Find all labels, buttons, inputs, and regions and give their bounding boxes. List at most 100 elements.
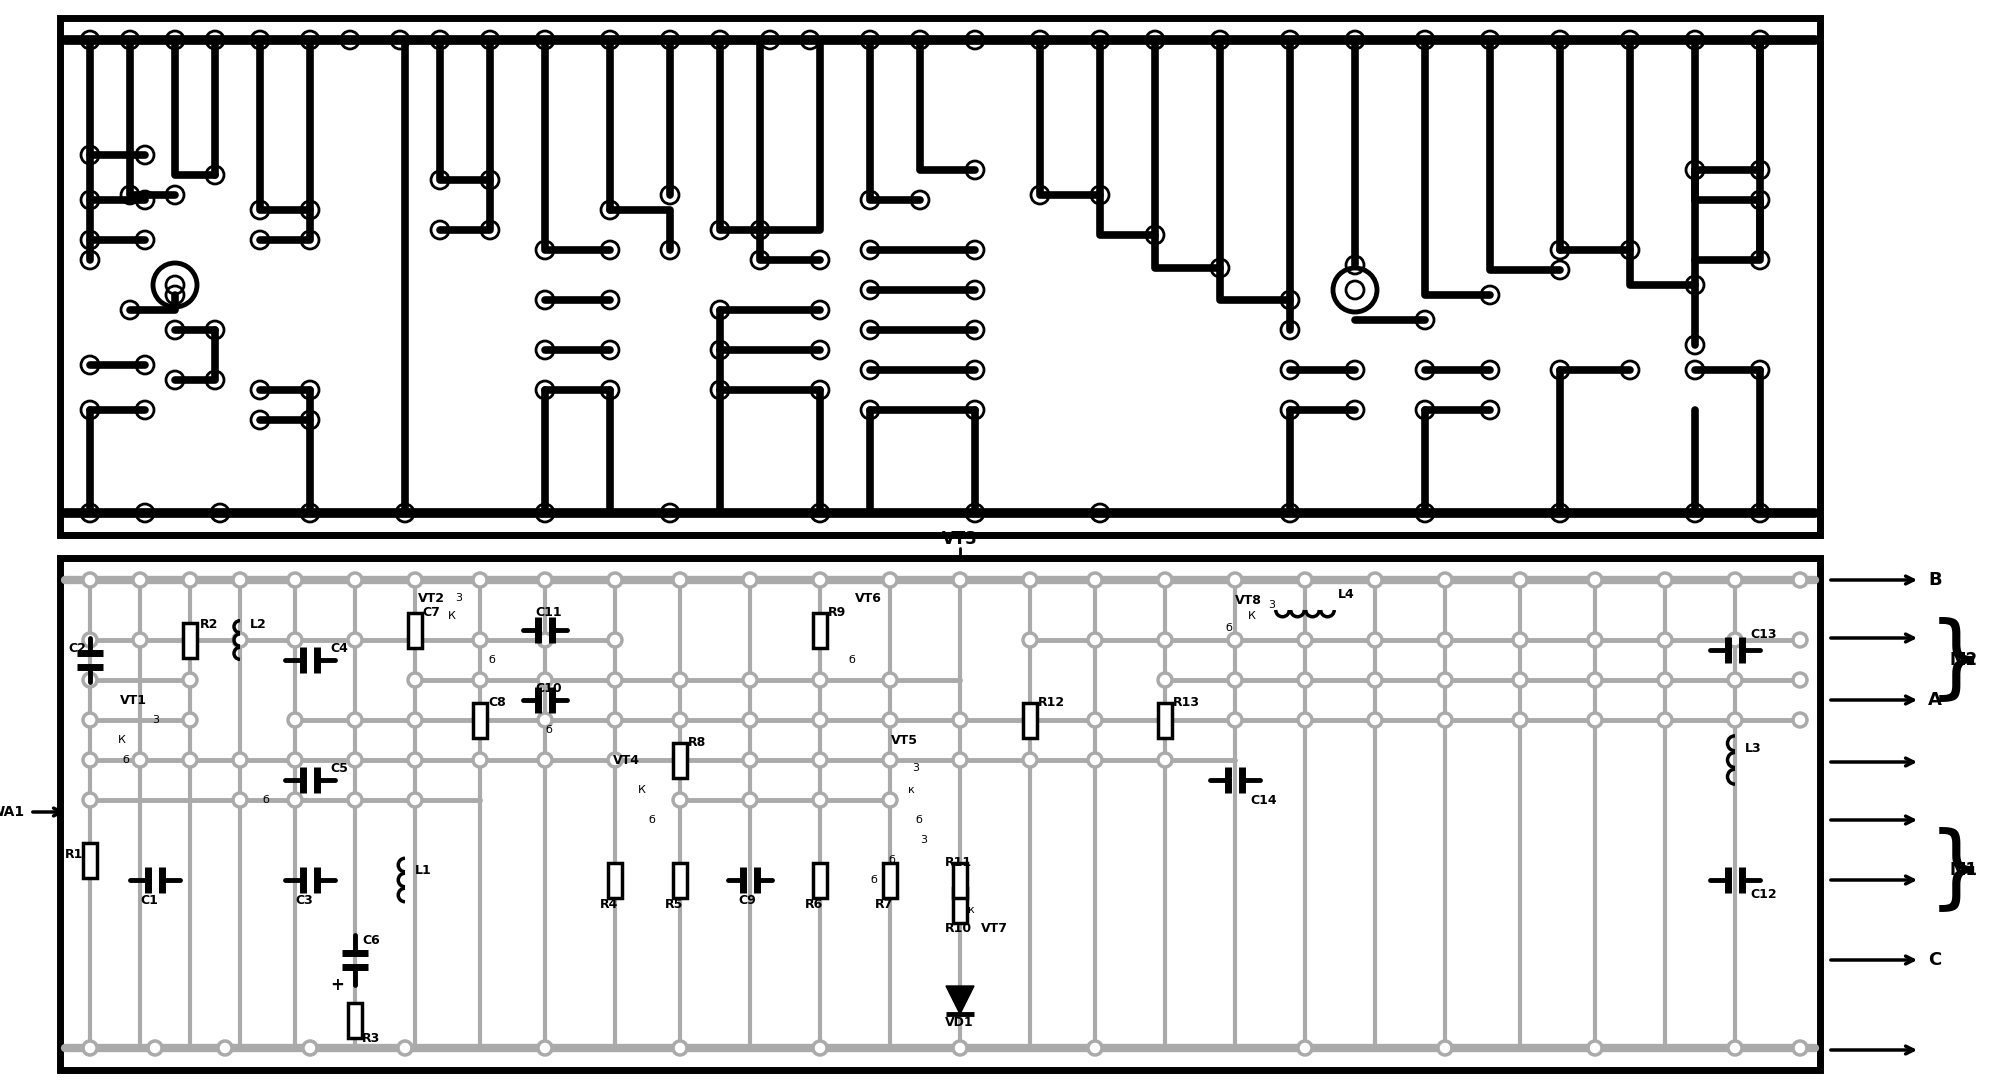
Bar [812, 863, 826, 898]
Circle shape [289, 714, 301, 726]
Circle shape [1439, 714, 1451, 726]
Circle shape [539, 754, 551, 766]
Circle shape [184, 575, 196, 586]
Circle shape [1589, 634, 1601, 646]
Circle shape [409, 575, 421, 586]
Bar [184, 622, 198, 658]
Circle shape [349, 575, 361, 586]
Circle shape [409, 714, 421, 726]
Text: A: A [1928, 691, 1942, 709]
Circle shape [1439, 634, 1451, 646]
Text: C1: C1 [140, 893, 158, 906]
Circle shape [184, 754, 196, 766]
Circle shape [814, 575, 826, 586]
Text: б: б [487, 655, 495, 664]
Text: к: к [968, 905, 974, 915]
Circle shape [1230, 634, 1242, 646]
Circle shape [1729, 674, 1741, 686]
Text: C9: C9 [739, 893, 756, 906]
Text: б: б [649, 815, 655, 825]
Circle shape [1230, 575, 1242, 586]
Text: 3: 3 [152, 715, 160, 725]
Text: К: К [447, 611, 455, 621]
Text: C8: C8 [487, 696, 505, 709]
Bar [952, 863, 966, 898]
Circle shape [473, 575, 485, 586]
Circle shape [473, 674, 485, 686]
Text: б: б [870, 875, 876, 885]
Circle shape [814, 793, 826, 806]
Text: WA1: WA1 [0, 805, 26, 820]
Circle shape [1090, 634, 1102, 646]
Text: C5: C5 [329, 761, 347, 774]
Circle shape [1729, 1042, 1741, 1054]
Circle shape [1090, 1042, 1102, 1054]
Bar [1024, 702, 1038, 737]
Text: VT3: VT3 [942, 530, 978, 549]
Text: B: B [1928, 571, 1942, 589]
Circle shape [1515, 714, 1527, 726]
Circle shape [609, 674, 621, 686]
Bar [952, 888, 966, 922]
Circle shape [1729, 634, 1741, 646]
Circle shape [954, 1042, 966, 1054]
Text: M2: M2 [1950, 651, 1978, 669]
Text: б: б [261, 795, 269, 805]
Circle shape [539, 634, 551, 646]
Bar [882, 863, 896, 898]
Circle shape [349, 754, 361, 766]
Bar [84, 842, 98, 878]
Text: VT8: VT8 [1236, 594, 1261, 607]
Circle shape [289, 793, 301, 806]
Circle shape [609, 575, 621, 586]
Text: L3: L3 [1745, 741, 1762, 754]
Bar [473, 702, 487, 737]
Circle shape [539, 714, 551, 726]
Text: }: } [1928, 826, 1986, 914]
Circle shape [884, 674, 896, 686]
Text: б: б [848, 655, 854, 664]
Text: VT2: VT2 [417, 592, 445, 605]
Circle shape [1024, 714, 1036, 726]
Circle shape [1589, 575, 1601, 586]
Circle shape [539, 575, 551, 586]
Circle shape [399, 1042, 411, 1054]
Circle shape [1439, 674, 1451, 686]
Text: R13: R13 [1174, 696, 1200, 709]
Text: R6: R6 [804, 899, 822, 912]
Circle shape [1160, 674, 1172, 686]
Circle shape [234, 793, 246, 806]
Text: C2: C2 [68, 642, 86, 655]
Circle shape [409, 793, 421, 806]
Text: L1: L1 [415, 864, 431, 877]
Circle shape [220, 1042, 232, 1054]
Circle shape [884, 714, 896, 726]
Circle shape [1299, 1042, 1311, 1054]
Circle shape [1589, 1042, 1601, 1054]
Circle shape [473, 634, 485, 646]
Circle shape [84, 674, 96, 686]
Text: R3: R3 [361, 1032, 381, 1045]
Circle shape [1090, 754, 1102, 766]
Text: R9: R9 [828, 606, 846, 619]
Circle shape [184, 714, 196, 726]
Circle shape [539, 674, 551, 686]
Circle shape [1515, 634, 1527, 646]
Circle shape [234, 634, 246, 646]
Bar [673, 743, 687, 777]
Circle shape [1439, 1042, 1451, 1054]
Circle shape [1439, 575, 1451, 586]
Bar [673, 863, 687, 898]
Circle shape [150, 1042, 162, 1054]
Text: VD1: VD1 [944, 1016, 974, 1029]
Text: +: + [329, 976, 343, 994]
Bar [1158, 702, 1172, 737]
Circle shape [609, 754, 621, 766]
Circle shape [84, 793, 96, 806]
Circle shape [409, 674, 421, 686]
Circle shape [1515, 674, 1527, 686]
Bar [609, 863, 623, 898]
Circle shape [675, 714, 687, 726]
Circle shape [814, 714, 826, 726]
Text: б: б [914, 815, 922, 825]
